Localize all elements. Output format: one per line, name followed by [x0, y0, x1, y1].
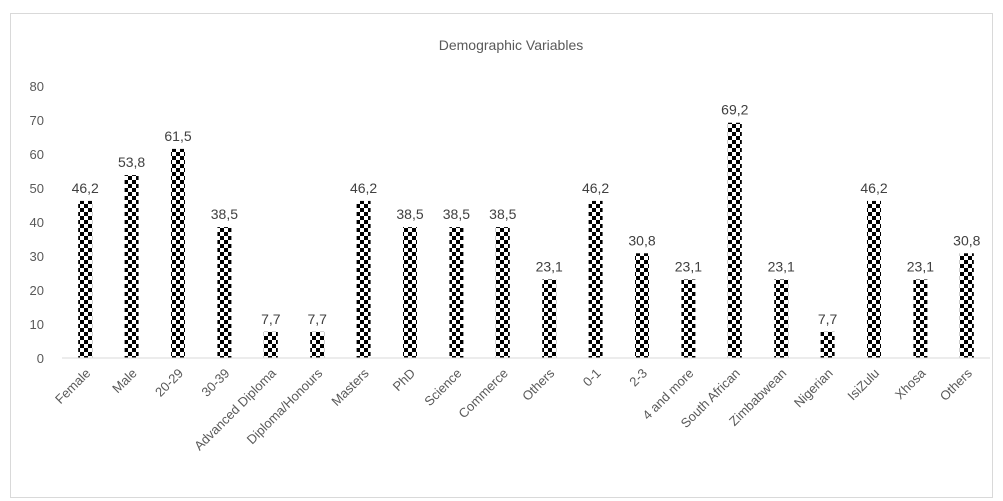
bar — [727, 122, 742, 358]
x-tick-label: Science — [421, 366, 464, 409]
x-tick-label: Female — [52, 366, 93, 407]
data-label: 23,1 — [768, 258, 795, 274]
bar — [495, 227, 510, 358]
data-label: 46,2 — [350, 180, 377, 196]
bar — [774, 279, 789, 358]
data-label: 7,7 — [818, 311, 838, 327]
bar — [635, 253, 649, 358]
data-label: 7,7 — [307, 311, 327, 327]
data-label: 38,5 — [396, 206, 423, 222]
bar — [217, 227, 232, 358]
bar — [171, 148, 185, 358]
y-tick-label: 70 — [30, 113, 44, 128]
bar — [959, 253, 974, 358]
bar — [449, 227, 464, 358]
y-tick-label: 50 — [30, 181, 44, 196]
y-tick-label: 20 — [30, 283, 44, 298]
data-label: 23,1 — [536, 258, 563, 274]
data-label: 30,8 — [953, 232, 980, 248]
x-tick-label: Masters — [328, 365, 372, 409]
x-tick-label: Advanced Diploma — [191, 365, 279, 453]
y-tick-label: 60 — [30, 147, 44, 162]
bar — [820, 331, 835, 358]
data-label: 61,5 — [164, 128, 191, 144]
x-tick-label: 0-1 — [580, 366, 604, 390]
x-tick-label: 30-39 — [198, 366, 232, 400]
data-label: 46,2 — [72, 180, 99, 196]
bar — [78, 200, 93, 358]
bar — [310, 331, 325, 358]
x-tick-label: Xhosa — [892, 365, 929, 402]
y-tick-label: 10 — [30, 317, 44, 332]
x-tick-label: IsiZulu — [844, 366, 882, 404]
bar — [356, 200, 371, 358]
y-tick-label: 30 — [30, 249, 44, 264]
x-tick-label: 2-3 — [626, 366, 650, 390]
data-label: 46,2 — [860, 180, 887, 196]
chart-title: Demographic Variables — [439, 37, 583, 53]
y-axis: 0 10 20 30 40 50 60 70 80 — [30, 79, 44, 366]
data-label: 30,8 — [628, 232, 655, 248]
data-label: 7,7 — [261, 311, 281, 327]
data-label: 69,2 — [721, 102, 748, 118]
x-tick-label: Others — [937, 365, 976, 404]
bar — [867, 200, 881, 358]
x-tick-label: Others — [519, 365, 558, 404]
bar — [913, 279, 928, 358]
data-label: 46,2 — [582, 180, 609, 196]
data-label: 38,5 — [211, 206, 238, 222]
data-label: 53,8 — [118, 154, 145, 170]
x-tick-label: Nigerian — [791, 366, 836, 411]
y-tick-label: 80 — [30, 79, 44, 94]
x-tick-label: 20-29 — [152, 366, 186, 400]
bar — [124, 175, 139, 358]
data-label: 23,1 — [907, 258, 934, 274]
y-tick-label: 0 — [37, 351, 44, 366]
data-label: 23,1 — [675, 258, 702, 274]
bars — [78, 122, 974, 358]
bar — [263, 331, 278, 358]
x-tick-label: PhD — [390, 366, 418, 394]
x-tick-label: Commerce — [455, 366, 511, 422]
data-label: 38,5 — [489, 206, 516, 222]
data-labels: 46,2 53,8 61,5 38,5 7,7 7,7 46,2 38,5 38,5 38,5 23… — [72, 102, 981, 327]
bar — [542, 279, 557, 358]
bar — [681, 279, 696, 358]
x-tick-label: Male — [109, 366, 140, 397]
bar — [588, 200, 603, 358]
y-tick-label: 40 — [30, 215, 44, 230]
data-label: 38,5 — [443, 206, 470, 222]
bar — [403, 227, 417, 358]
